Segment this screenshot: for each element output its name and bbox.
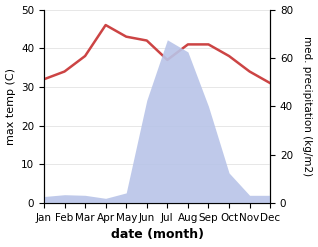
Y-axis label: med. precipitation (kg/m2): med. precipitation (kg/m2): [302, 36, 313, 176]
Y-axis label: max temp (C): max temp (C): [5, 68, 16, 145]
X-axis label: date (month): date (month): [111, 228, 204, 242]
